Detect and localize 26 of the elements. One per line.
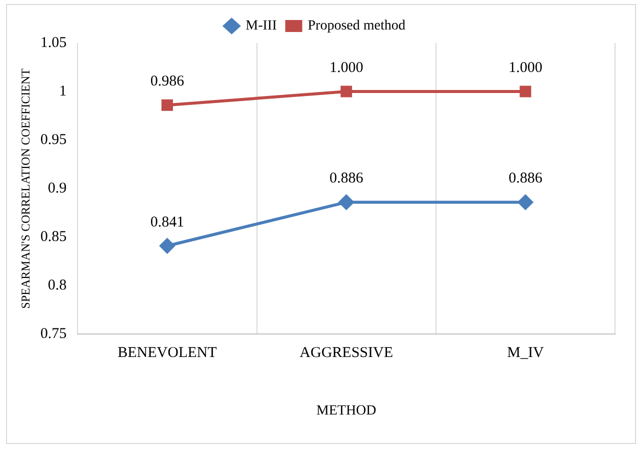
y-axis-title: SPEARMAN'S CORRELATION COEFFICIENT bbox=[18, 68, 32, 309]
y-tick-label: 0.95 bbox=[40, 132, 67, 148]
data-label: 0.886 bbox=[508, 170, 543, 187]
point bbox=[340, 86, 352, 98]
legend-label: Proposed method bbox=[308, 18, 406, 34]
data-label: 1.000 bbox=[329, 60, 364, 76]
data-label: 0.986 bbox=[150, 74, 185, 90]
x-axis-title: METHOD bbox=[316, 403, 376, 418]
y-tick-label: 0.75 bbox=[40, 326, 67, 342]
data-label: 0.886 bbox=[329, 170, 364, 187]
point bbox=[518, 194, 533, 210]
y-tick-label: 1.05 bbox=[40, 34, 67, 51]
y-tick-label: 1 bbox=[59, 83, 67, 100]
data-label: 0.841 bbox=[150, 214, 184, 230]
y-tick-label: 0.85 bbox=[40, 229, 67, 246]
legend-label: M-III bbox=[246, 18, 278, 34]
y-tick-label: 0.9 bbox=[48, 180, 67, 197]
x-tick-label: M_IV bbox=[507, 345, 544, 362]
point bbox=[160, 238, 175, 254]
x-tick-label: BENEVOLENT bbox=[118, 345, 217, 362]
point bbox=[520, 86, 532, 98]
point bbox=[161, 99, 173, 111]
point bbox=[338, 194, 354, 210]
y-tick-label: 0.8 bbox=[48, 278, 67, 294]
x-tick-label: AGGRESSIVE bbox=[300, 345, 393, 362]
data-label: 1.000 bbox=[508, 60, 542, 76]
